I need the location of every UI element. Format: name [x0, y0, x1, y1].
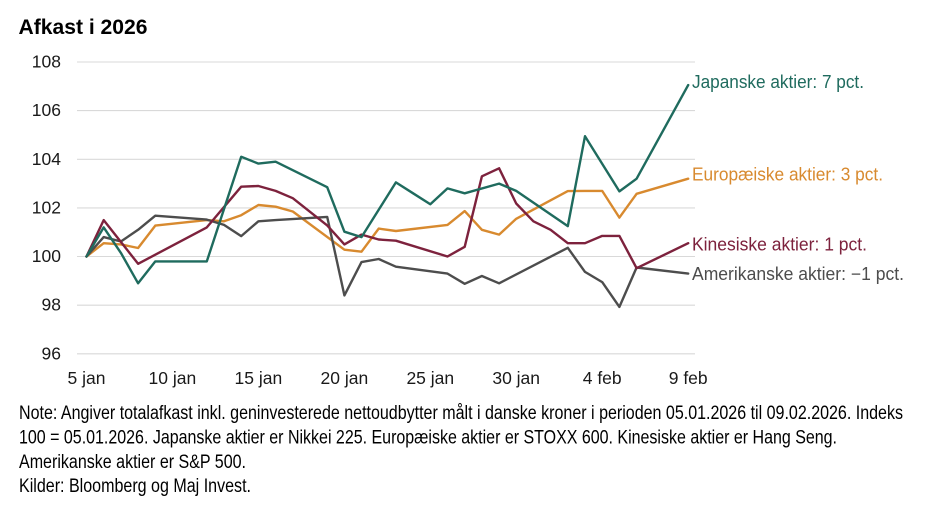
svg-text:Amerikanske aktier er S&P 500.: Amerikanske aktier er S&P 500. [19, 452, 246, 473]
svg-text:4 feb: 4 feb [583, 368, 622, 388]
svg-text:Note: Angiver totalafkast inkl: Note: Angiver totalafkast inkl. geninves… [19, 402, 903, 424]
svg-text:15 jan: 15 jan [235, 368, 283, 388]
svg-text:104: 104 [32, 149, 61, 169]
svg-text:Afkast i 2026: Afkast i 2026 [19, 16, 148, 39]
svg-text:10 jan: 10 jan [149, 368, 197, 388]
svg-text:9 feb: 9 feb [669, 368, 708, 388]
svg-text:Amerikanske aktier: −1 pct.: Amerikanske aktier: −1 pct. [692, 264, 904, 284]
svg-text:Kinesiske aktier: 1 pct.: Kinesiske aktier: 1 pct. [692, 234, 867, 254]
svg-text:100: 100 [32, 246, 61, 266]
svg-text:30 jan: 30 jan [492, 368, 540, 388]
svg-text:5 jan: 5 jan [68, 368, 106, 388]
svg-text:106: 106 [32, 100, 61, 120]
svg-text:Kilder: Bloomberg og Maj Inves: Kilder: Bloomberg og Maj Invest. [19, 476, 251, 497]
svg-text:102: 102 [32, 197, 61, 217]
svg-text:Europæiske aktier: 3 pct.: Europæiske aktier: 3 pct. [692, 165, 883, 185]
svg-text:98: 98 [42, 295, 61, 315]
svg-text:Japanske aktier: 7 pct.: Japanske aktier: 7 pct. [692, 72, 864, 92]
svg-text:25 jan: 25 jan [406, 368, 454, 388]
svg-text:20 jan: 20 jan [321, 368, 369, 388]
svg-text:96: 96 [42, 343, 61, 363]
svg-text:108: 108 [32, 52, 61, 72]
svg-text:100 = 05.01.2026. Japanske akt: 100 = 05.01.2026. Japanske aktier er Nik… [19, 428, 837, 449]
